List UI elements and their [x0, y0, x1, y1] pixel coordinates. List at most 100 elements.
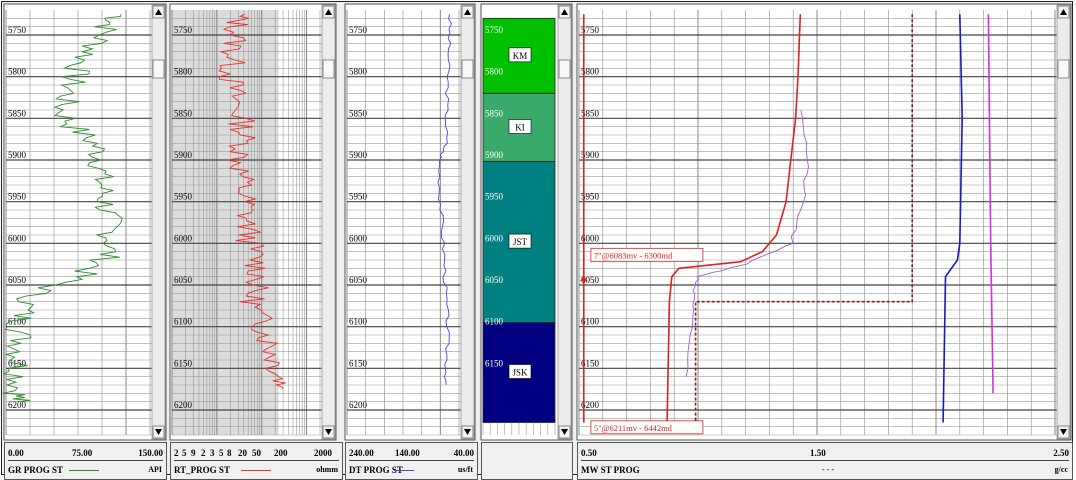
dt-scale-right: 40.00	[453, 448, 474, 458]
gr-depth-label: 6050	[8, 275, 27, 285]
mw-scrollbar-track	[1056, 4, 1071, 440]
dt-scrollbar-track	[460, 4, 475, 440]
mw-scale-max: 2.50	[1053, 448, 1069, 458]
mw-unit-secondary: - - -	[822, 465, 834, 474]
gr-scale-min: 0.00	[8, 448, 24, 458]
rt-scale-row: 2 5 9 2 3 5 8 20 50 200 2000	[174, 447, 339, 461]
dt-scrollbar[interactable]	[460, 4, 475, 440]
zone-band-km	[482, 17, 556, 94]
rt-track-header: 2 5 9 2 3 5 8 20 50 200 2000 RT_PROG ST ohmm	[170, 442, 343, 480]
rt-unit: ohmm	[316, 465, 338, 474]
mw-track-frame	[576, 3, 1072, 441]
rt-depth-label: 5950	[174, 192, 193, 202]
gr-scrollbar[interactable]	[151, 4, 166, 440]
zone-label-ki: KI	[515, 123, 525, 133]
rt-scale-label: 2	[174, 448, 179, 458]
zones-depth-label: 5900	[485, 150, 504, 160]
dt-vertical-grid	[346, 10, 460, 435]
zones-depth-label: 6150	[485, 358, 504, 368]
zone-track-header	[481, 442, 573, 480]
rt-legend-line	[241, 470, 271, 471]
rt-track-name: RT_PROG ST	[174, 465, 230, 475]
dt-depth-label: 6000	[349, 233, 368, 243]
mw-depth-label: 6100	[581, 317, 600, 327]
dt-scale-mid: 140.00	[395, 448, 420, 458]
dt-depth-label: 5750	[349, 25, 368, 35]
rt-scale-label: 3	[210, 448, 215, 458]
gr-legend-line	[69, 470, 99, 471]
zone-label-box	[508, 364, 532, 379]
casing-annotation-1: 7"@6083mv - 6300md	[594, 250, 673, 260]
rt-scrollbar[interactable]	[321, 4, 336, 440]
rt-depth-label: 5750	[174, 25, 193, 35]
rt-depth-label: 5800	[174, 67, 193, 77]
rt-arrow-down-icon	[325, 429, 332, 435]
dt-depth-label: 5800	[349, 67, 368, 77]
zones-depth-label: 5750	[485, 25, 504, 35]
gr-depth-label: 5750	[8, 25, 27, 35]
zone-label-box	[508, 233, 532, 249]
dt-scroll-thumb[interactable]	[461, 59, 474, 79]
rt-depth-label: 6050	[174, 275, 193, 285]
zones-depth-label: 6000	[485, 233, 504, 243]
dt-track-name: DT PROG ST	[349, 465, 403, 475]
dt-depth-label: 6200	[349, 400, 368, 410]
gr-track-header: 0.00 75.00 150.00 GR PROG ST API	[4, 442, 167, 480]
mw-scale-min: 0.50	[581, 448, 597, 458]
zones-scrollbar[interactable]	[557, 4, 572, 440]
zones-arrow-down-icon	[561, 429, 568, 435]
dt-depth-grid: 5750 5800 5850 5900 5950 6000 6050 6100 6150 6200	[347, 18, 461, 436]
rt-scale-label: 5	[219, 448, 224, 458]
dt-arrow-down-icon	[464, 429, 471, 435]
mw-curve-2	[942, 14, 963, 423]
rt-arrow-up-icon	[325, 9, 332, 15]
mw-scrollbar[interactable]	[1056, 4, 1071, 440]
rt-scale-label: 8	[227, 448, 232, 458]
zones-depth-label: 5850	[485, 108, 504, 118]
zones-depth-label: 6100	[485, 317, 504, 327]
rt-scrollbar-track	[321, 4, 336, 440]
zones-scroll-thumb[interactable]	[558, 59, 571, 79]
casing-annotation-2: 5"@6211mv - 6442md	[594, 423, 673, 433]
dt-depth-label: 6050	[349, 275, 368, 285]
rt-depth-label: 6150	[174, 358, 193, 368]
rt-log-grid	[171, 10, 321, 435]
zones-bottom-grid	[482, 422, 556, 435]
rt-depth-label: 5900	[174, 150, 193, 160]
mw-arrow-down-icon	[1060, 429, 1067, 435]
gr-depth-label: 6000	[8, 233, 27, 243]
dt-depth-label: 5950	[349, 192, 368, 202]
mw-depth-label: 6000	[581, 233, 600, 243]
dt-depth-label: 6100	[349, 317, 368, 327]
zone-label-jst: JST	[513, 237, 528, 247]
dt-unit: us/ft	[457, 465, 473, 474]
rt-scale-label: 20	[238, 448, 247, 458]
casing-annotation-box	[590, 420, 704, 435]
mw-scroll-thumb[interactable]	[1057, 59, 1070, 79]
dt-depth-label: 5900	[349, 150, 368, 160]
gr-scroll-thumb[interactable]	[152, 59, 165, 79]
mw-depth-label: 5800	[581, 67, 600, 77]
gr-track-frame	[3, 3, 167, 441]
rt-scroll-thumb[interactable]	[322, 59, 335, 79]
gr-track-name: GR PROG ST	[8, 465, 64, 475]
zones-depth-label: 6050	[485, 275, 504, 285]
mw-depth-label: 5850	[581, 108, 600, 118]
mw-depth-label: 5950	[581, 192, 600, 202]
mw-track-name: MW ST PROG	[581, 465, 640, 475]
mw-curve-4	[694, 14, 913, 423]
dt-track-header: 240.00 140.00 40.00 DT PROG ST us/ft	[345, 442, 478, 480]
rt-scale-label: 5	[182, 448, 187, 458]
mw-vertical-grid	[578, 10, 1056, 435]
rt-scale-label: 2000	[314, 448, 332, 458]
rt-scale-label: 50	[252, 448, 261, 458]
rt-curve	[218, 13, 286, 390]
zones-depth-label: 5950	[485, 192, 504, 202]
gr-depth-label: 6100	[8, 317, 27, 327]
gr-scrollbar-track	[151, 4, 166, 440]
mw-track-header: 0.50 1.50 2.50 MW ST PROG - - - g/cc	[577, 442, 1073, 480]
rt-scale-label: 2	[201, 448, 206, 458]
rt-depth-label: 5850	[174, 108, 193, 118]
